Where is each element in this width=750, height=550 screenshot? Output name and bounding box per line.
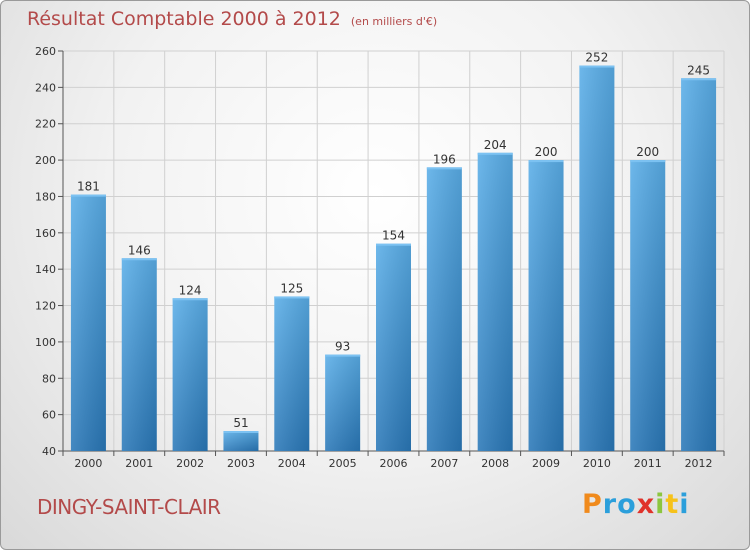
logo-letter: x bbox=[636, 489, 656, 520]
bar-top bbox=[121, 258, 157, 261]
bar-shade bbox=[477, 152, 513, 451]
data-label: 200 bbox=[535, 145, 558, 159]
logo-letter: r bbox=[602, 489, 618, 520]
chart-title: Résultat Comptable 2000 à 2012 (en millie… bbox=[27, 8, 437, 30]
label-layer: 181 2000 146 2001 124 2002 51 2003 125 2004 93 2005… bbox=[74, 51, 712, 470]
logo-letter: P bbox=[582, 489, 603, 520]
bar-shade bbox=[579, 65, 615, 451]
proxiti-logo: Proxiti bbox=[582, 489, 690, 520]
data-label: 146 bbox=[128, 243, 151, 257]
bar-top bbox=[274, 296, 310, 299]
bar-top bbox=[681, 78, 717, 81]
data-label: 196 bbox=[433, 152, 456, 166]
bar-shade bbox=[121, 258, 157, 451]
x-tick-label: 2006 bbox=[380, 457, 408, 470]
x-tick-label: 2008 bbox=[481, 457, 509, 470]
data-label: 93 bbox=[335, 340, 350, 354]
bar-shade bbox=[426, 167, 462, 451]
x-tick-label: 2009 bbox=[532, 457, 560, 470]
y-tick-label: 220 bbox=[35, 118, 56, 131]
logo-letter: i bbox=[655, 489, 666, 520]
logo-letter: i bbox=[679, 489, 690, 520]
bar-shade bbox=[274, 296, 310, 451]
bar-top bbox=[172, 298, 208, 301]
y-tick-label: 140 bbox=[35, 263, 56, 276]
y-tick-label: 180 bbox=[35, 190, 56, 203]
bar-top bbox=[630, 160, 666, 163]
bar-layer bbox=[70, 65, 717, 452]
data-label: 204 bbox=[484, 138, 507, 152]
x-tick-label: 2005 bbox=[329, 457, 357, 470]
x-tick-label: 2001 bbox=[125, 457, 153, 470]
x-tick-label: 2000 bbox=[74, 457, 102, 470]
data-label: 181 bbox=[77, 180, 100, 194]
data-label: 154 bbox=[382, 229, 405, 243]
location-name: DINGY-SAINT-CLAIR bbox=[37, 495, 221, 519]
bar-shade bbox=[681, 78, 717, 451]
y-tick-label: 260 bbox=[35, 45, 56, 58]
y-tick-label: 100 bbox=[35, 336, 56, 349]
data-label: 51 bbox=[233, 416, 248, 430]
data-label: 245 bbox=[687, 63, 710, 77]
bar-shade bbox=[223, 431, 259, 451]
logo-letter: o bbox=[617, 489, 637, 520]
x-tick-label: 2004 bbox=[278, 457, 306, 470]
data-label: 200 bbox=[636, 145, 659, 159]
data-label: 125 bbox=[280, 281, 303, 295]
y-tick-label: 80 bbox=[42, 372, 56, 385]
bar-shade bbox=[630, 160, 666, 451]
bar-shade bbox=[70, 194, 106, 452]
bar-top bbox=[477, 152, 513, 155]
bar-shade bbox=[376, 243, 411, 451]
y-tick-label: 60 bbox=[42, 409, 56, 422]
data-label: 252 bbox=[585, 51, 608, 65]
x-tick-label: 2007 bbox=[430, 457, 458, 470]
data-label: 124 bbox=[179, 283, 202, 297]
chart-title-text: Résultat Comptable 2000 à 2012 bbox=[27, 8, 341, 30]
chart-subtitle: (en milliers d'€) bbox=[350, 15, 438, 28]
x-tick-label: 2003 bbox=[227, 457, 255, 470]
y-tick-label: 120 bbox=[35, 300, 56, 313]
bar-top bbox=[223, 431, 259, 433]
logo-letter: t bbox=[665, 489, 680, 520]
bar-top bbox=[426, 167, 462, 170]
bar-top bbox=[376, 243, 411, 246]
x-tick-label: 2012 bbox=[685, 457, 713, 470]
bar-top bbox=[579, 65, 615, 68]
x-tick-label: 2002 bbox=[176, 457, 204, 470]
bar-shade bbox=[172, 298, 208, 451]
x-tick-label: 2011 bbox=[634, 457, 662, 470]
y-tick-label: 40 bbox=[42, 445, 56, 458]
y-tick-label: 200 bbox=[35, 154, 56, 167]
y-tick-label: 240 bbox=[35, 81, 56, 94]
bar-top bbox=[70, 194, 106, 197]
x-tick-label: 2010 bbox=[583, 457, 611, 470]
bar-top bbox=[325, 354, 361, 357]
bar-shade bbox=[528, 160, 564, 451]
y-tick-label: 160 bbox=[35, 227, 56, 240]
bar-shade bbox=[325, 354, 361, 451]
bar-top bbox=[528, 160, 564, 163]
